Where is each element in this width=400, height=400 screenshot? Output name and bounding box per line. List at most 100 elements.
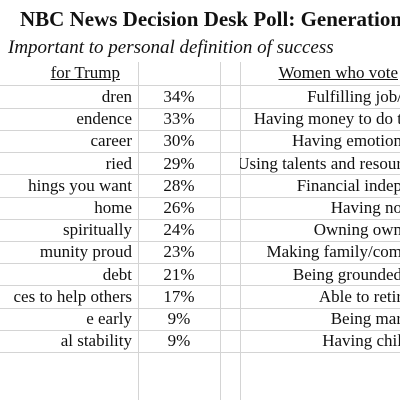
grid-line (0, 196, 400, 198)
trait-cell-left: endence (0, 108, 138, 130)
trait-cell-left: munity proud (0, 241, 138, 263)
percent-value: 33% (163, 109, 195, 129)
trait-label-right: Able to retir (318, 286, 400, 306)
trait-cell-right: Making family/com (240, 241, 400, 263)
percent-value: 28% (163, 175, 195, 195)
percent-value: 30% (163, 131, 195, 151)
trait-label-right: Being grounded (292, 264, 400, 284)
title-text: NBC News Decision Desk Poll: Generation … (20, 7, 400, 31)
trait-cell-right: Being mar (240, 308, 400, 330)
table-row: spiritually 24% Owning own (0, 219, 400, 241)
trait-cell-right: Owning own (240, 219, 400, 241)
percent-value: 26% (163, 198, 195, 217)
trait-cell-right: Having emotion (240, 130, 400, 152)
trait-cell-right: Fulfilling job/ (240, 86, 400, 108)
percent-value: 23% (163, 242, 195, 262)
table-row: dren 34% Fulfilling job/ (0, 86, 400, 108)
header-right-label: Women who vote (278, 63, 399, 82)
trait-label-left: home (94, 198, 132, 217)
page-subtitle: Important to personal definition of succ… (0, 35, 400, 60)
trait-cell-right: Financial indep (240, 175, 400, 197)
grid-line (0, 240, 400, 242)
trait-label-left: spiritually (63, 220, 132, 240)
trait-cell-left: ces to help others (0, 286, 138, 308)
table-row: career 30% Having emotion (0, 130, 400, 152)
trait-label-left: debt (102, 264, 132, 284)
grid-line (0, 285, 400, 287)
trait-cell-left: spiritually (0, 219, 138, 241)
spacer-cell (220, 153, 240, 175)
table-row: debt 21% Being grounded (0, 264, 400, 286)
trait-cell-right: Able to retir (240, 286, 400, 308)
grid-line (220, 62, 221, 400)
table-row: e early 9% Being mar (0, 308, 400, 330)
trait-label-left: endence (76, 109, 132, 129)
trait-label-right: Using talents and resour (240, 153, 400, 173)
page-title: NBC News Decision Desk Poll: Generation … (0, 4, 400, 34)
trait-label-right: Having chil (322, 331, 400, 351)
poll-table: for Trump Women who vote dren 34% Fulfilli… (0, 62, 400, 400)
trait-cell-right: Having no (240, 197, 400, 219)
trait-label-right: Owning own (313, 220, 400, 240)
grid-line (0, 174, 400, 176)
grid-line (0, 329, 400, 331)
trait-label-right: Fulfilling job/ (307, 87, 400, 106)
spacer-cell (220, 241, 240, 263)
grid-line (0, 107, 400, 109)
trait-cell-left: career (0, 130, 138, 152)
trait-cell-left: home (0, 197, 138, 219)
grid-line (0, 152, 400, 154)
trait-label-left: hings you want (28, 175, 132, 195)
grid-line (0, 85, 400, 86)
grid-line (138, 62, 139, 400)
spacer-cell (220, 308, 240, 330)
percent-value: 29% (163, 153, 195, 173)
percent-value: 34% (163, 87, 195, 106)
percent-value: 24% (163, 220, 195, 240)
grid-line (0, 351, 400, 353)
spacer-cell (220, 175, 240, 197)
trait-cell-right: Having chil (240, 330, 400, 352)
table-row: hings you want 28% Financial indep (0, 175, 400, 197)
percent-value: 9% (167, 331, 191, 351)
trait-label-left: ces to help others (13, 286, 133, 306)
table-row: home 26% Having no (0, 197, 400, 219)
trait-label-right: Financial indep (296, 175, 400, 195)
header-cell-left: for Trump (0, 62, 138, 84)
trait-cell-left: hings you want (0, 175, 138, 197)
percent-value: 9% (167, 309, 191, 328)
grid-line (0, 307, 400, 309)
trait-label-left: career (90, 131, 132, 151)
spacer-cell (220, 286, 240, 308)
trait-label-right: Being mar (330, 309, 400, 328)
trait-label-right: Having no (330, 198, 400, 217)
trait-cell-left: debt (0, 264, 138, 286)
percent-value: 21% (163, 264, 195, 284)
trait-label-left: e early (86, 309, 132, 328)
spacer-cell (220, 264, 240, 286)
spacer-cell (220, 197, 240, 219)
trait-cell-left: dren (0, 86, 138, 108)
table-row: ces to help others 17% Able to retir (0, 286, 400, 308)
spacer-cell (220, 108, 240, 130)
subtitle-text: Important to personal definition of succ… (8, 37, 334, 58)
trait-cell-left: e early (0, 308, 138, 330)
header-cell-right: Women who vote (240, 62, 400, 84)
trait-label-left: al stability (60, 331, 132, 351)
table-row: al stability 9% Having chil (0, 330, 400, 352)
grid-line (0, 263, 400, 265)
trait-cell-left: al stability (0, 330, 138, 352)
trait-cell-right: Being grounded (240, 264, 400, 286)
trait-label-left: dren (101, 87, 132, 106)
table-row: endence 33% Having money to do t (0, 108, 400, 130)
table-row: munity proud 23% Making family/com (0, 241, 400, 263)
table-row: ried 29% Using talents and resour (0, 153, 400, 175)
grid-line (0, 129, 400, 131)
grid-line (240, 62, 241, 400)
spacer-cell (220, 130, 240, 152)
trait-label-left: ried (105, 153, 132, 173)
grid-line (0, 218, 400, 220)
trait-label-right: Having emotion (291, 131, 400, 151)
percent-value: 17% (163, 286, 195, 306)
trait-label-left: munity proud (39, 242, 132, 262)
